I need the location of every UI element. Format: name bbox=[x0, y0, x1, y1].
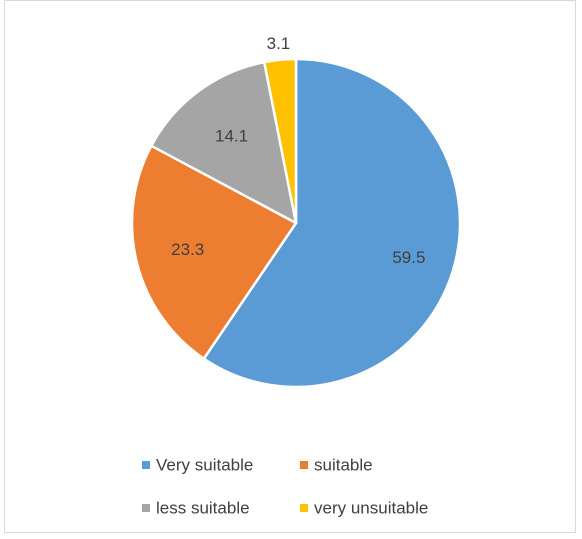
data-label-less-suitable: 14.1 bbox=[215, 127, 248, 146]
pie-slices bbox=[130, 57, 462, 389]
pie-slice-very-suitable bbox=[202, 57, 462, 389]
data-label-suitable: 23.3 bbox=[171, 240, 204, 259]
pie-slice-less-suitable bbox=[150, 60, 298, 225]
legend-item-very-unsuitable: very unsuitable bbox=[300, 499, 428, 518]
legend-swatch-less-suitable bbox=[142, 504, 150, 512]
legend-label-suitable: suitable bbox=[314, 456, 373, 475]
pie-slice-suitable bbox=[130, 144, 298, 360]
legend-label-very-unsuitable: very unsuitable bbox=[314, 499, 428, 518]
legend-label-very-suitable: Very suitable bbox=[156, 456, 253, 475]
pie-slice-very-unsuitable bbox=[263, 57, 298, 225]
legend-label-less-suitable: less suitable bbox=[156, 499, 250, 518]
chart-legend: Very suitable suitable less suitable very u… bbox=[142, 456, 428, 518]
legend-swatch-very-suitable bbox=[142, 461, 150, 469]
pie-data-labels: 59.5 23.3 14.1 3.1 bbox=[171, 34, 425, 267]
data-label-very-suitable: 59.5 bbox=[392, 248, 425, 267]
legend-item-suitable: suitable bbox=[300, 456, 373, 475]
data-label-very-unsuitable: 3.1 bbox=[267, 34, 291, 53]
legend-swatch-suitable bbox=[300, 461, 308, 469]
legend-item-very-suitable: Very suitable bbox=[142, 456, 253, 475]
legend-swatch-very-unsuitable bbox=[300, 504, 308, 512]
legend-item-less-suitable: less suitable bbox=[142, 499, 250, 518]
